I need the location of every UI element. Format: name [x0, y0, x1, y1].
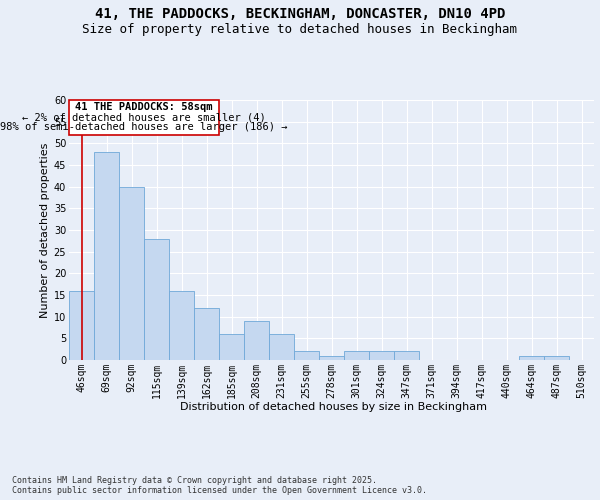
Bar	[269, 334, 294, 360]
Y-axis label: Number of detached properties: Number of detached properties	[40, 142, 50, 318]
Bar	[119, 186, 144, 360]
Bar	[144, 238, 169, 360]
Text: Size of property relative to detached houses in Beckingham: Size of property relative to detached ho…	[83, 22, 517, 36]
Text: Contains HM Land Registry data © Crown copyright and database right 2025.
Contai: Contains HM Land Registry data © Crown c…	[12, 476, 427, 495]
Bar	[394, 352, 419, 360]
Bar	[294, 352, 319, 360]
Text: ← 2% of detached houses are smaller (4): ← 2% of detached houses are smaller (4)	[22, 112, 266, 122]
Bar	[369, 352, 394, 360]
Bar	[194, 308, 219, 360]
Bar	[544, 356, 569, 360]
Bar	[169, 290, 194, 360]
Text: 41, THE PADDOCKS, BECKINGHAM, DONCASTER, DN10 4PD: 41, THE PADDOCKS, BECKINGHAM, DONCASTER,…	[95, 8, 505, 22]
Text: 41 THE PADDOCKS: 58sqm: 41 THE PADDOCKS: 58sqm	[75, 102, 213, 113]
Text: 98% of semi-detached houses are larger (186) →: 98% of semi-detached houses are larger (…	[0, 122, 288, 132]
Bar	[69, 290, 94, 360]
Bar	[219, 334, 244, 360]
Text: Distribution of detached houses by size in Beckingham: Distribution of detached houses by size …	[179, 402, 487, 412]
Bar	[519, 356, 544, 360]
Bar	[94, 152, 119, 360]
Bar	[344, 352, 369, 360]
Bar	[319, 356, 344, 360]
Bar	[244, 321, 269, 360]
